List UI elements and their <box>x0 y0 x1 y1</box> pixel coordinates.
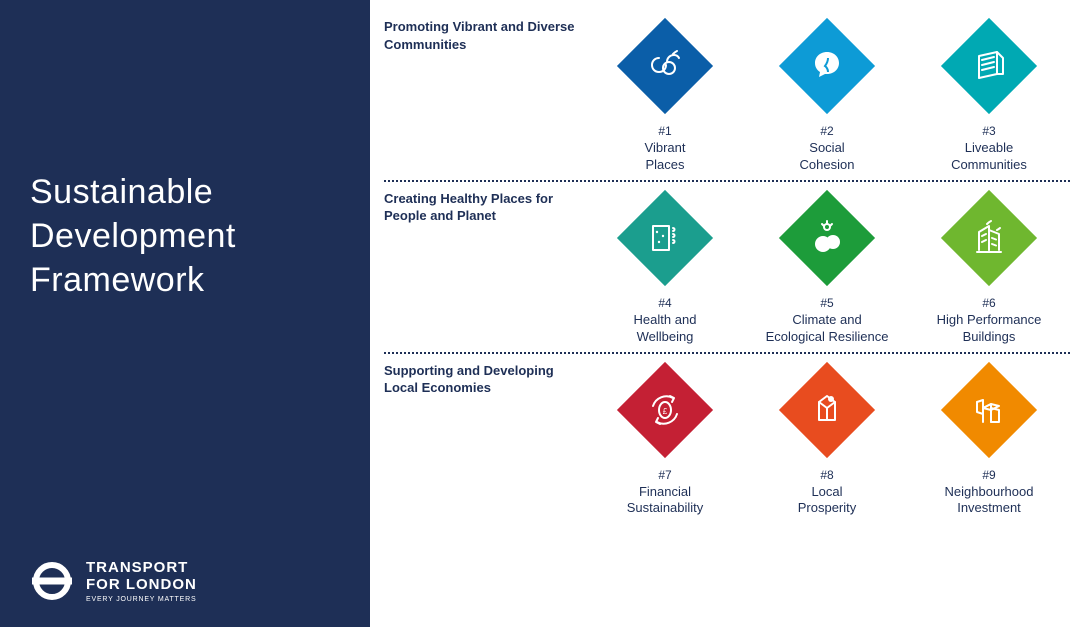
diamond-wrap <box>941 362 1037 458</box>
tile-number: #9 <box>982 468 995 482</box>
tile-label: Health andWellbeing <box>634 312 697 346</box>
section: Creating Healthy Places for People and P… <box>384 190 1070 354</box>
tile-number: #6 <box>982 296 995 310</box>
tile-label: SocialCohesion <box>800 140 855 174</box>
tile: #4 Health andWellbeing <box>585 190 745 346</box>
tile-number: #7 <box>658 468 671 482</box>
tile-label: LiveableCommunities <box>951 140 1027 174</box>
content-grid: Promoting Vibrant and Diverse Communitie… <box>370 0 1080 627</box>
financial-icon: £ <box>617 361 713 457</box>
diamond-wrap <box>779 190 875 286</box>
tile: #5 Climate andEcological Resilience <box>747 190 907 346</box>
climate-icon <box>779 190 875 286</box>
logo-line1: TRANSPORT <box>86 559 197 576</box>
tile-label: Climate andEcological Resilience <box>766 312 889 346</box>
tile-label: LocalProsperity <box>798 484 857 518</box>
svg-text:£: £ <box>663 407 668 416</box>
investment-icon <box>941 361 1037 457</box>
tile: #6 High PerformanceBuildings <box>909 190 1069 346</box>
logo-tagline: EVERY JOURNEY MATTERS <box>86 596 197 603</box>
health-icon <box>617 190 713 286</box>
section: Supporting and Developing Local Economie… <box>384 362 1070 524</box>
tile-number: #5 <box>820 296 833 310</box>
logo: TRANSPORT FOR LONDON EVERY JOURNEY MATTE… <box>30 559 197 604</box>
diamond-wrap <box>941 18 1037 114</box>
tile-row: #4 Health andWellbeing #5 Climate andEcolog… <box>584 190 1070 346</box>
tile-label: FinancialSustainability <box>627 484 704 518</box>
tile-number: #4 <box>658 296 671 310</box>
liveable-icon <box>941 18 1037 114</box>
section-heading: Promoting Vibrant and Diverse Communitie… <box>384 18 584 174</box>
tile: #9 NeighbourhoodInvestment <box>909 362 1069 518</box>
diamond-wrap <box>779 18 875 114</box>
tile: #3 LiveableCommunities <box>909 18 1069 174</box>
tile-number: #8 <box>820 468 833 482</box>
page-title: Sustainable Development Framework <box>30 170 340 303</box>
vibrant-icon <box>617 18 713 114</box>
tile: #8 LocalProsperity <box>747 362 907 518</box>
tile-label: High PerformanceBuildings <box>937 312 1042 346</box>
tfl-roundel-icon <box>30 559 74 603</box>
section-heading: Supporting and Developing Local Economie… <box>384 362 584 518</box>
section-heading: Creating Healthy Places for People and P… <box>384 190 584 346</box>
tile-number: #1 <box>658 124 671 138</box>
logo-text: TRANSPORT FOR LONDON EVERY JOURNEY MATTE… <box>86 559 197 604</box>
tile-number: #3 <box>982 124 995 138</box>
diamond-wrap <box>617 18 713 114</box>
diamond-wrap <box>941 190 1037 286</box>
tile-row: #1 VibrantPlaces #2 SocialCohesion #3 Liveabl… <box>584 18 1070 174</box>
tile: #1 VibrantPlaces <box>585 18 745 174</box>
tile-label: NeighbourhoodInvestment <box>945 484 1034 518</box>
cohesion-icon <box>779 18 875 114</box>
building-icon <box>941 190 1037 286</box>
logo-line2: FOR LONDON <box>86 576 197 593</box>
section: Promoting Vibrant and Diverse Communitie… <box>384 18 1070 182</box>
diamond-wrap <box>617 190 713 286</box>
prosperity-icon <box>779 361 875 457</box>
tile: £ #7 FinancialSustainability <box>585 362 745 518</box>
tile-row: £ #7 FinancialSustainability #8 LocalProsper… <box>584 362 1070 518</box>
tile-label: VibrantPlaces <box>645 140 686 174</box>
tile: #2 SocialCohesion <box>747 18 907 174</box>
diamond-wrap: £ <box>617 362 713 458</box>
sidebar: Sustainable Development Framework TRANSP… <box>0 0 370 627</box>
diamond-wrap <box>779 362 875 458</box>
tile-number: #2 <box>820 124 833 138</box>
